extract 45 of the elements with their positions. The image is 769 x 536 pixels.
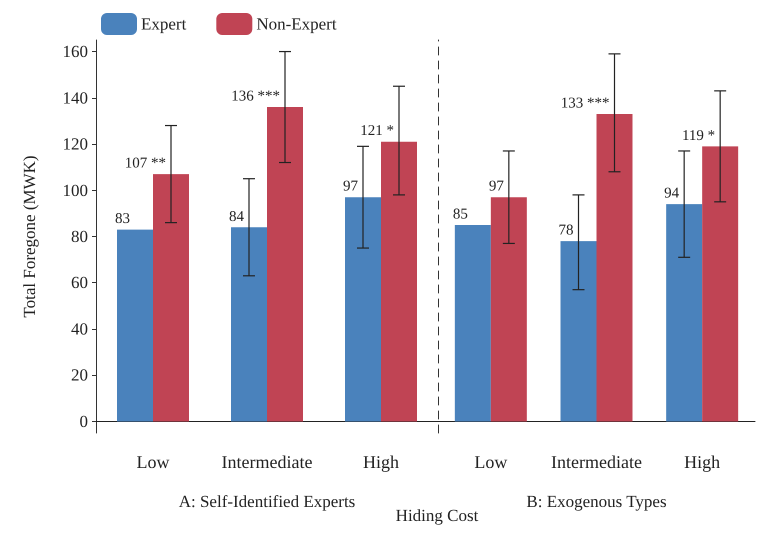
y-axis-title: Total Foregone (MWK) — [20, 155, 39, 318]
bar — [666, 204, 702, 422]
bar — [117, 230, 153, 422]
y-tick-label: 20 — [71, 366, 88, 385]
x-tick-label: Low — [136, 452, 170, 472]
data-label: 78 — [558, 222, 574, 239]
bar — [267, 107, 303, 422]
data-label: 97 — [488, 178, 504, 195]
data-label: 136 *** — [231, 88, 280, 105]
x-tick-label: High — [363, 452, 399, 472]
data-label: 94 — [664, 186, 680, 202]
data-label: 97 — [343, 178, 358, 195]
bar — [702, 146, 738, 422]
bar — [454, 224, 491, 422]
bar — [345, 197, 381, 422]
y-tick-label: 80 — [71, 227, 88, 246]
data-label: 133 *** — [560, 95, 610, 112]
y-tick-label: 60 — [71, 273, 88, 292]
y-tick-label: 0 — [80, 412, 88, 431]
bar — [153, 174, 189, 422]
x-tick-label: Low — [474, 452, 508, 472]
text: Hiding Cost — [396, 506, 478, 525]
data-label: 83 — [115, 211, 130, 228]
y-tick-label: 100 — [62, 180, 88, 200]
bar — [381, 142, 417, 422]
legend-label: Expert — [141, 14, 187, 34]
data-label: 107 ** — [124, 156, 166, 172]
x-tick-label: Intermediate — [551, 452, 642, 472]
x-tick-label: High — [684, 452, 720, 472]
bar — [231, 227, 267, 422]
bar — [560, 241, 596, 422]
data-label: 84 — [229, 208, 244, 225]
bar — [596, 114, 632, 422]
y-tick-label: 40 — [71, 319, 88, 338]
data-label: 121 * — [360, 123, 394, 140]
x-axis-title: B: Exogenous Types — [526, 492, 667, 511]
data-label: 85 — [452, 206, 468, 222]
bar — [490, 197, 527, 422]
x-tick-label: Intermediate — [222, 452, 312, 472]
data-label: 119 * — [682, 128, 716, 144]
x-axis-title: A: Self-Identified Experts — [178, 492, 356, 511]
legend-label: Non-Expert — [256, 14, 337, 34]
y-tick-label: 140 — [62, 88, 88, 108]
y-tick-label: 160 — [62, 42, 88, 62]
y-tick-label: 120 — [62, 134, 88, 154]
